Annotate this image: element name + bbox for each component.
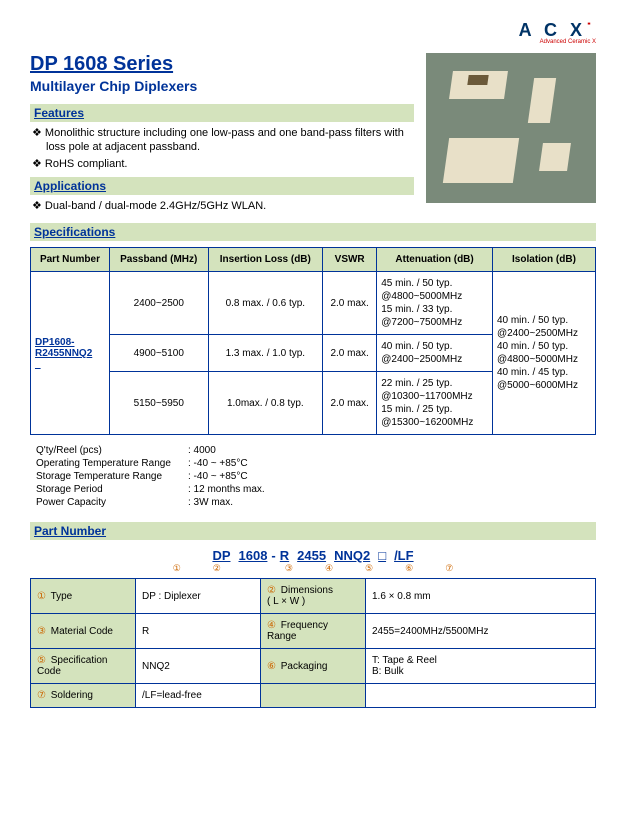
col-isolation: Isolation (dB) — [492, 248, 595, 272]
pn-segment: R — [280, 548, 289, 563]
pn-value: R — [136, 614, 261, 649]
application-item: Dual-band / dual-mode 2.4GHz/5GHz WLAN. — [46, 199, 414, 213]
logo-text: A C X˙ — [519, 20, 596, 40]
note-label: Q'ty/Reel (pcs) — [32, 445, 182, 456]
spec-cell: 1.0max. / 0.8 typ. — [208, 372, 323, 435]
page-subtitle: Multilayer Chip Diplexers — [30, 78, 414, 94]
logo-subtitle: Advanced Ceramic X — [30, 39, 596, 45]
pn-segment: 1608 — [239, 548, 268, 563]
pn-segment: DP — [212, 548, 230, 563]
partnumber-header: Part Number — [30, 522, 596, 540]
pn-segment: NNQ2 — [334, 548, 370, 563]
col-partnumber: Part Number — [31, 248, 110, 272]
pn-value: 2455=2400MHz/5500MHz — [366, 614, 596, 649]
pn-label: ⑦ Soldering — [31, 684, 136, 708]
page-title: DP 1608 Series — [30, 53, 414, 76]
pn-segment: /LF — [394, 548, 414, 563]
spec-attenuation: 45 min. / 50 typ.@4800~5000MHz15 min. / … — [377, 272, 493, 335]
pn-label: ④ Frequency Range — [261, 614, 366, 649]
partnumber-table: ① TypeDP : Diplexer② Dimensions ( L × W … — [30, 578, 596, 708]
spec-partnumber: DP1608-R2455NNQ2_ — [31, 272, 110, 435]
note-value: : -40 ~ +85°C — [184, 458, 269, 469]
note-value: : -40 ~ +85°C — [184, 471, 269, 482]
pn-segment: - — [271, 548, 275, 563]
spec-cell: 2.0 max. — [323, 372, 377, 435]
spec-cell: 1.3 max. / 1.0 typ. — [208, 335, 323, 372]
spec-cell: 2400~2500 — [109, 272, 208, 335]
specifications-header: Specifications — [30, 223, 596, 241]
specifications-table: Part Number Passband (MHz) Insertion Los… — [30, 247, 596, 435]
pn-circle: ④ — [325, 563, 333, 573]
pn-segment: 2455 — [297, 548, 326, 563]
feature-item: RoHS compliant. — [46, 157, 414, 171]
features-header: Features — [30, 104, 414, 122]
pn-segment: □ — [378, 548, 386, 563]
pn-circle: ③ — [285, 563, 293, 573]
pn-circle: ⑤ — [365, 563, 373, 573]
notes-table: Q'ty/Reel (pcs): 4000Operating Temperatu… — [30, 443, 271, 510]
product-photo — [426, 53, 596, 203]
note-value: : 4000 — [184, 445, 269, 456]
note-label: Power Capacity — [32, 497, 182, 508]
spec-attenuation: 22 min. / 25 typ.@10300~11700MHz 15 min.… — [377, 372, 493, 435]
pn-circle: ⑦ — [445, 563, 453, 573]
applications-header: Applications — [30, 177, 414, 195]
pn-label: ① Type — [31, 579, 136, 614]
spec-cell: 2.0 max. — [323, 272, 377, 335]
col-insertion-loss: Insertion Loss (dB) — [208, 248, 323, 272]
company-logo: A C X˙ Advanced Ceramic X — [30, 20, 596, 45]
pn-value: 1.6 × 0.8 mm — [366, 579, 596, 614]
pn-label: ⑤ Specification Code — [31, 649, 136, 684]
spec-attenuation: 40 min. / 50 typ.@2400~2500MHz — [377, 335, 493, 372]
note-label: Storage Temperature Range — [32, 471, 182, 482]
pn-value: /LF=lead-free — [136, 684, 261, 708]
applications-list: Dual-band / dual-mode 2.4GHz/5GHz WLAN. — [30, 199, 414, 213]
partnumber-breakdown: DP 1608-R 2455 NNQ2 □ /LF ① ② ③ ④ ⑤ ⑥ ⑦ — [30, 548, 596, 574]
pn-value: DP : Diplexer — [136, 579, 261, 614]
col-passband: Passband (MHz) — [109, 248, 208, 272]
spec-cell: 5150~5950 — [109, 372, 208, 435]
pn-empty — [366, 684, 596, 708]
spec-isolation: 40 min. / 50 typ.@2400~2500MHz40 min. / … — [492, 272, 595, 435]
col-vswr: VSWR — [323, 248, 377, 272]
spec-cell: 0.8 max. / 0.6 typ. — [208, 272, 323, 335]
note-label: Storage Period — [32, 484, 182, 495]
pn-label: ③ Material Code — [31, 614, 136, 649]
note-value: : 12 months max. — [184, 484, 269, 495]
note-value: : 3W max. — [184, 497, 269, 508]
spec-cell: 4900~5100 — [109, 335, 208, 372]
feature-item: Monolithic structure including one low-p… — [46, 126, 414, 155]
pn-value: NNQ2 — [136, 649, 261, 684]
pn-circle: ① — [173, 563, 181, 573]
pn-circle: ⑥ — [405, 563, 413, 573]
note-label: Operating Temperature Range — [32, 458, 182, 469]
pn-label: ② Dimensions ( L × W ) — [261, 579, 366, 614]
pn-label: ⑥ Packaging — [261, 649, 366, 684]
features-list: Monolithic structure including one low-p… — [30, 126, 414, 171]
spec-cell: 2.0 max. — [323, 335, 377, 372]
pn-empty — [261, 684, 366, 708]
pn-value: T: Tape & ReelB: Bulk — [366, 649, 596, 684]
col-attenuation: Attenuation (dB) — [377, 248, 493, 272]
pn-circle: ② — [213, 563, 221, 573]
